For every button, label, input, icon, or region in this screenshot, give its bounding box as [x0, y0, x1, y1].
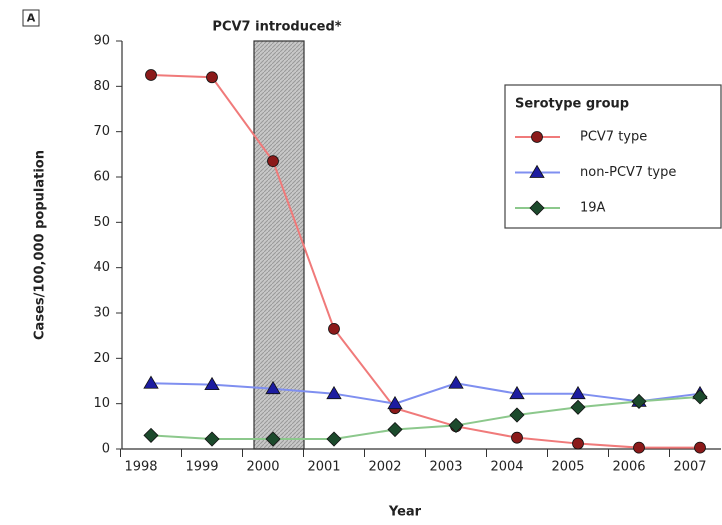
- y-tick-label: 90: [93, 34, 110, 49]
- legend-label: PCV7 type: [580, 130, 647, 145]
- point: [326, 431, 342, 447]
- x-tick-label: 2007: [673, 460, 706, 475]
- panel-box: [22, 9, 40, 27]
- annotation: PCV7 introduced*: [212, 20, 341, 35]
- y-tick-label: 40: [93, 260, 110, 275]
- point: [529, 164, 545, 178]
- y-tick-label: 30: [93, 306, 110, 321]
- legend-label: 19A: [580, 201, 606, 216]
- point: [509, 385, 525, 400]
- point: [692, 389, 708, 405]
- y-tick-label: 80: [93, 79, 110, 94]
- series-line: [150, 74, 700, 449]
- point: [631, 393, 647, 409]
- x-tick-label: 2002: [368, 460, 401, 475]
- y-tick-label: 60: [93, 170, 110, 185]
- point: [509, 407, 525, 423]
- y-tick-label: 70: [93, 124, 110, 139]
- x-tick-label: 2004: [490, 460, 523, 475]
- x-tick-label: 1999: [185, 460, 218, 475]
- point: [448, 417, 464, 433]
- x-tick-label: 2003: [429, 460, 462, 475]
- panel-label: A: [27, 12, 36, 25]
- point: [328, 322, 340, 335]
- point: [265, 380, 281, 395]
- point: [633, 441, 645, 454]
- point: [387, 395, 403, 410]
- x-tick-label: 2005: [551, 460, 584, 475]
- x-tick-label: 2000: [246, 460, 279, 475]
- legend-box: [504, 84, 722, 229]
- point: [204, 431, 220, 447]
- point: [204, 376, 220, 391]
- y-tick-label: 0: [102, 442, 110, 457]
- point: [531, 131, 543, 143]
- point: [143, 427, 159, 443]
- intro-band: [253, 40, 305, 450]
- point: [572, 437, 584, 450]
- x-tick-label: 2006: [612, 460, 645, 475]
- series-line: [150, 395, 701, 441]
- y-axis-title: Cases/100,000 population: [33, 150, 48, 340]
- series-line: [150, 382, 701, 405]
- x-axis-title: Year: [388, 505, 422, 520]
- point: [570, 385, 586, 400]
- point: [448, 375, 464, 389]
- point: [694, 441, 706, 454]
- point: [570, 399, 586, 415]
- legend-label: non-PCV7 type: [580, 165, 676, 180]
- point: [387, 421, 403, 438]
- point: [511, 431, 523, 444]
- y-tick-label: 10: [93, 396, 110, 411]
- point: [529, 200, 545, 216]
- point: [206, 71, 218, 84]
- x-tick-label: 1998: [124, 460, 157, 475]
- point: [145, 69, 157, 81]
- point: [265, 431, 281, 447]
- point: [143, 375, 159, 389]
- point: [267, 155, 279, 168]
- point: [326, 385, 342, 400]
- y-tick-label: 50: [93, 215, 110, 230]
- legend-title: Serotype group: [515, 97, 629, 112]
- y-tick-label: 20: [93, 351, 110, 366]
- x-tick-label: 2001: [307, 460, 340, 475]
